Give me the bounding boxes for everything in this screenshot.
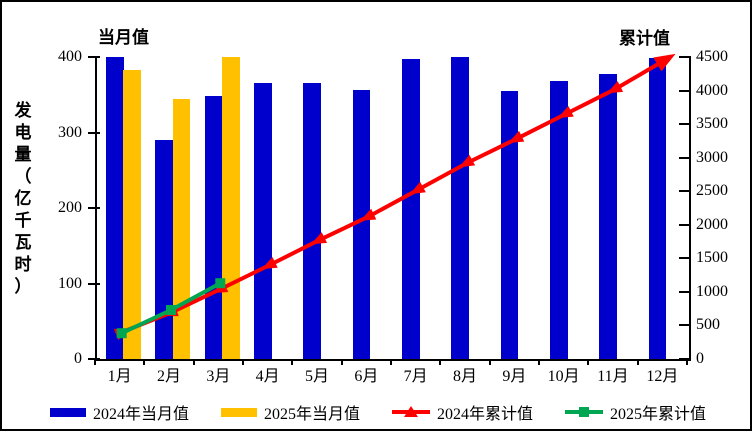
x-axis-tick: [143, 359, 146, 365]
x-axis-label-3月: 3月: [206, 368, 231, 385]
bar-2024年当月值-1月: [105, 57, 124, 359]
legend-item-2025-monthly: 2025年当月值: [220, 400, 360, 424]
legend-item-2025-cumulative: 2025年累计值: [565, 400, 706, 424]
left-axis-tick-label: 300: [58, 123, 82, 141]
left-axis-tick-label: 0: [74, 350, 82, 367]
legend-label-2024-cumulative: 2024年累计值: [437, 406, 534, 423]
x-axis-tick: [390, 359, 392, 365]
bar-2025年当月值-1月: [123, 69, 141, 359]
x-axis-label-10月: 10月: [547, 368, 580, 385]
bar-2024年当月值-11月: [599, 74, 617, 359]
left-axis-tick-label: 400: [58, 48, 82, 65]
left-axis-tick-label: 100: [58, 274, 82, 292]
right-axis-tick: [679, 190, 691, 193]
right-axis-tick-label: 3500: [696, 115, 728, 133]
x-axis-label-11月: 11月: [597, 368, 629, 385]
legend-label-2025-monthly: 2025年当月值: [263, 406, 360, 423]
left-axis-tick: [88, 131, 100, 134]
right-axis-tick-label: 2500: [696, 182, 728, 200]
legend-item-2024-cumulative: 2024年累计值: [392, 400, 533, 424]
x-axis-label-6月: 6月: [354, 368, 379, 385]
bar-2025年当月值-2月: [172, 98, 191, 359]
x-axis-label-12月: 12月: [646, 368, 679, 385]
bar-2024年当月值-10月: [549, 81, 568, 359]
x-axis-tick: [686, 359, 688, 365]
right-axis-tick-label: 1000: [696, 282, 728, 300]
x-axis-tick: [488, 359, 491, 365]
x-axis-tick: [587, 359, 590, 365]
bar-2024年当月值-5月: [303, 82, 321, 359]
right-axis-tick: [679, 89, 691, 92]
y-axis-title-char: 发: [14, 101, 32, 120]
right-axis-tick-label: 0: [696, 350, 704, 367]
right-axis-tick-label: 4500: [696, 48, 728, 65]
x-axis-label-7月: 7月: [403, 368, 428, 385]
legend: 2024年当月值 2025年当月值 2024年累计值 2025年累计值: [2, 399, 750, 425]
right-axis-tick: [679, 324, 691, 327]
y-axis-title-char: 量: [14, 145, 32, 164]
left-axis-tick-label: 200: [58, 199, 82, 216]
bar-2024年当月值-6月: [352, 90, 371, 359]
left-axis-tick: [88, 56, 100, 58]
right-axis-tick-label: 1500: [696, 249, 728, 267]
right-axis-tick: [679, 358, 691, 360]
right-axis-tick: [679, 56, 691, 58]
legend-swatch-2025-monthly-icon: [220, 407, 257, 417]
lines-layer: [113, 53, 676, 340]
x-axis-label-2月: 2月: [156, 368, 181, 385]
right-axis-tick-label: 3000: [696, 148, 728, 166]
x-axis-tick: [538, 359, 540, 365]
left-axis-tick: [88, 282, 100, 285]
x-axis-label-5月: 5月: [304, 368, 329, 385]
y-axis-title-char: 时: [14, 255, 32, 274]
right-axis-tick-label: 500: [696, 316, 720, 334]
legend-item-2024-monthly: 2024年当月值: [49, 400, 189, 424]
y-axis-title-char: 瓦: [14, 233, 32, 252]
bar-2024年当月值-8月: [451, 57, 469, 359]
right-axis-tick: [679, 290, 691, 293]
right-axis-tick-label: 4000: [696, 81, 728, 99]
bar-2024年当月值-9月: [500, 91, 519, 359]
right-axis-tick: [679, 156, 691, 159]
x-axis-tick: [242, 359, 244, 365]
legend-line-square-icon: [565, 406, 604, 418]
x-axis-label-1月: 1月: [107, 368, 132, 385]
right-axis-tick-label: 2000: [696, 215, 728, 233]
y-axis-title: 发电量 （ 亿千瓦时 ）: [11, 100, 35, 298]
x-axis-tick: [192, 359, 195, 365]
y-axis-title-char: ）: [14, 277, 32, 296]
bar-2024年当月值-2月: [155, 140, 173, 359]
x-axis-label-9月: 9月: [502, 368, 527, 385]
legend-line-triangle-icon: [392, 406, 430, 418]
x-axis-tick: [340, 359, 343, 365]
legend-label-2024-monthly: 2024年当月值: [92, 406, 189, 423]
bar-2024年当月值-12月: [648, 57, 667, 359]
plot-area: [95, 53, 691, 361]
legend-label-2025-cumulative: 2025年累计值: [610, 406, 707, 423]
x-axis-label-4月: 4月: [255, 368, 280, 385]
right-axis-header: 累计值: [619, 29, 670, 48]
bar-2024年当月值-7月: [401, 58, 420, 359]
right-axis-tick: [679, 123, 691, 126]
x-axis-label-8月: 8月: [452, 368, 477, 385]
bar-2024年当月值-4月: [253, 82, 272, 359]
left-axis-tick: [88, 207, 100, 209]
y-axis-title-char: 亿: [14, 189, 32, 208]
y-axis-title-char: 电: [14, 123, 32, 142]
right-axis-tick: [679, 223, 691, 226]
right-axis-tick: [679, 257, 691, 260]
left-axis-header: 当月值: [98, 28, 149, 47]
x-axis-tick: [94, 359, 96, 365]
y-axis-title-char: 千: [14, 211, 32, 230]
x-axis-tick: [636, 359, 639, 365]
x-axis-tick: [439, 359, 442, 365]
legend-swatch-2024-monthly-icon: [49, 407, 86, 417]
y-axis-title-char: （: [14, 167, 32, 186]
x-axis-tick: [291, 359, 294, 365]
